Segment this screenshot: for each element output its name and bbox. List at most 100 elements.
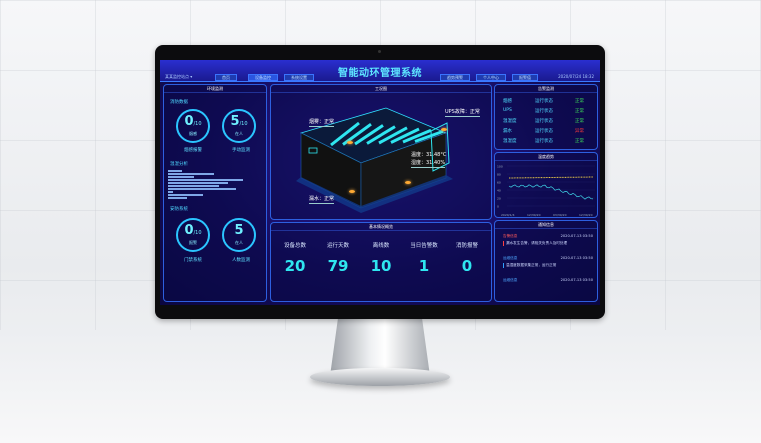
stat-value: 1 bbox=[418, 257, 430, 275]
humidity-label: 湿度：31.40% bbox=[411, 160, 446, 168]
value: 5 bbox=[234, 223, 244, 238]
temp-bar bbox=[168, 170, 182, 172]
gauge-alarm: 0/10 报警 bbox=[176, 218, 210, 252]
temp-bar bbox=[168, 182, 228, 184]
nav-trend[interactable]: 趋势预警 bbox=[440, 74, 470, 81]
notice-time: 2020-07-13 03:50 bbox=[560, 278, 593, 282]
y-tick: 40 bbox=[497, 189, 501, 193]
y-tick: 20 bbox=[497, 197, 501, 201]
device-name: 烟感 bbox=[503, 99, 512, 104]
notice-item[interactable]: 运维信息 2020-07-13 03:50 温湿度数据采集正常，运行正常 bbox=[503, 256, 593, 268]
leak-label: 漏水：正常 bbox=[309, 196, 335, 204]
sensor-smoke-icon[interactable] bbox=[347, 141, 353, 144]
x-tick: 12/30/20 bbox=[579, 213, 593, 217]
temp-bar bbox=[168, 179, 243, 181]
total: /10 bbox=[193, 230, 202, 236]
stat-label: 离线数 bbox=[372, 243, 390, 249]
sensor-temp-icon[interactable] bbox=[405, 181, 411, 184]
dashboard-screen: 某某监控站点 ▾ 首页 设备监控 系统设置 智能动环管理系统 趋势预警 个人中心… bbox=[160, 60, 600, 305]
y-tick: 60 bbox=[497, 181, 501, 185]
section-fire: 消防数据 bbox=[170, 100, 188, 105]
value: 5 bbox=[230, 114, 240, 129]
notice-item[interactable]: 运维信息 2020-07-13 03:50 bbox=[503, 278, 593, 285]
workshop-panel: 工况图 烟雾：正常 UPS故障：正常 温度：31.48°C 湿度：31.40% … bbox=[270, 84, 492, 220]
stat-item: 离线数 10 bbox=[361, 241, 401, 275]
device-state: 运行状态 bbox=[535, 99, 553, 104]
status-badge: 正常 bbox=[575, 119, 584, 124]
nav-profile[interactable]: 个人中心 bbox=[476, 74, 506, 81]
stat-label: 当日告警数 bbox=[410, 243, 438, 249]
panel-title: 环境监测 bbox=[164, 85, 266, 93]
stat-item: 设备总数 20 bbox=[275, 241, 315, 275]
stat-value: 79 bbox=[327, 257, 349, 275]
smoke-label: 烟雾：正常 bbox=[309, 119, 335, 127]
device-state: 运行状态 bbox=[535, 139, 553, 144]
device-state: 运行状态 bbox=[535, 109, 553, 114]
stat-label: 消防报警 bbox=[455, 243, 478, 249]
temp-bar bbox=[168, 191, 173, 193]
trend-panel: 温度趋势 100 80 60 40 20 0 2020/1/4 12/30/20 03/30/2… bbox=[494, 152, 598, 218]
section-security: 安防系统 bbox=[170, 207, 188, 212]
temperature-label: 温度：31.48°C bbox=[411, 152, 447, 158]
monitor-stand bbox=[330, 318, 430, 376]
stat-label: 运行天数 bbox=[326, 243, 349, 249]
nav-device-monitor[interactable]: 设备监控 bbox=[248, 74, 278, 81]
header: 某某监控站点 ▾ 首页 设备监控 系统设置 智能动环管理系统 趋势预警 个人中心… bbox=[160, 60, 600, 82]
datetime: 2020/07/24 18:32 bbox=[558, 74, 594, 79]
sub: 烟感 bbox=[189, 131, 197, 136]
notice-time: 2020-07-13 03:50 bbox=[560, 256, 593, 260]
nav-home[interactable]: 首页 bbox=[215, 74, 237, 81]
page-title: 智能动环管理系统 bbox=[338, 68, 422, 79]
x-tick: 03/30/20 bbox=[553, 213, 567, 217]
panel-title: 告警监测 bbox=[495, 85, 597, 93]
nav-alarm[interactable]: 报警值 bbox=[512, 74, 538, 81]
notice-time: 2020-07-13 03:50 bbox=[560, 234, 593, 238]
gauge-manual: 5/10 在人 bbox=[222, 109, 256, 143]
stat-item: 当日告警数 1 bbox=[404, 241, 444, 275]
notice-item[interactable]: 告警信息 2020-07-13 03:50 漏水发生告警，请相关负责人及时处理 bbox=[503, 234, 593, 246]
x-tick: 2020/1/4 bbox=[501, 213, 515, 217]
device-name: 温湿度 bbox=[503, 119, 517, 124]
series-line-upper bbox=[508, 176, 594, 179]
gauge-label: 人数监测 bbox=[232, 258, 250, 263]
sub: 在人 bbox=[235, 131, 243, 136]
device-name: UPS bbox=[503, 108, 512, 113]
temp-bar bbox=[168, 173, 214, 175]
notice-text: 漏水发生告警，请相关负责人及时处理 bbox=[503, 241, 593, 246]
left-panel: 环境监测 消防数据 0/10 烟感 5/10 在人 烟感报警 手动监测 温湿分析 安… bbox=[163, 84, 267, 302]
sensor-ups-icon[interactable] bbox=[441, 128, 447, 131]
notice-tag: 运维信息 bbox=[503, 278, 518, 282]
notice-tag: 运维信息 bbox=[503, 256, 518, 260]
section-temp: 温湿分析 bbox=[170, 162, 188, 167]
stat-value: 10 bbox=[370, 257, 392, 275]
temp-bar bbox=[168, 185, 219, 187]
gauge-label: 门禁系统 bbox=[184, 258, 202, 263]
notice-panel: 通知信息 告警信息 2020-07-13 03:50 漏水发生告警，请相关负责人及时… bbox=[494, 220, 598, 302]
temp-bar bbox=[168, 188, 236, 190]
nav-settings[interactable]: 系统设置 bbox=[284, 74, 314, 81]
value: 0 bbox=[184, 223, 194, 238]
y-tick: 80 bbox=[497, 173, 501, 177]
y-tick: 0 bbox=[497, 205, 499, 209]
site-selector[interactable]: 某某监控站点 ▾ bbox=[165, 74, 193, 79]
temp-bar bbox=[168, 197, 187, 199]
value: 0 bbox=[184, 114, 194, 129]
status-badge: 正常 bbox=[575, 109, 584, 114]
panel-title: 温度趋势 bbox=[495, 153, 597, 161]
total: /10 bbox=[193, 121, 202, 127]
temp-bar bbox=[168, 176, 194, 178]
gauge-label: 手动监测 bbox=[232, 148, 250, 153]
y-tick: 100 bbox=[497, 165, 503, 169]
status-badge: 正常 bbox=[575, 99, 584, 104]
stat-label: 设备总数 bbox=[283, 243, 306, 249]
stat-value: 0 bbox=[461, 257, 473, 275]
sensor-leak-icon[interactable] bbox=[349, 190, 355, 193]
status-badge: 异常 bbox=[575, 129, 584, 134]
panel-title: 通知信息 bbox=[495, 221, 597, 229]
gauge-smoke: 0/10 烟感 bbox=[176, 109, 210, 143]
device-name: 漏水 bbox=[503, 129, 512, 134]
sub: 报警 bbox=[189, 240, 197, 245]
device-state: 运行状态 bbox=[535, 119, 553, 124]
overview-panel: 基本情况概览 设备总数 20 运行天数 79 离线数 10 当日告警数 1 消防报警 0 bbox=[270, 222, 492, 302]
